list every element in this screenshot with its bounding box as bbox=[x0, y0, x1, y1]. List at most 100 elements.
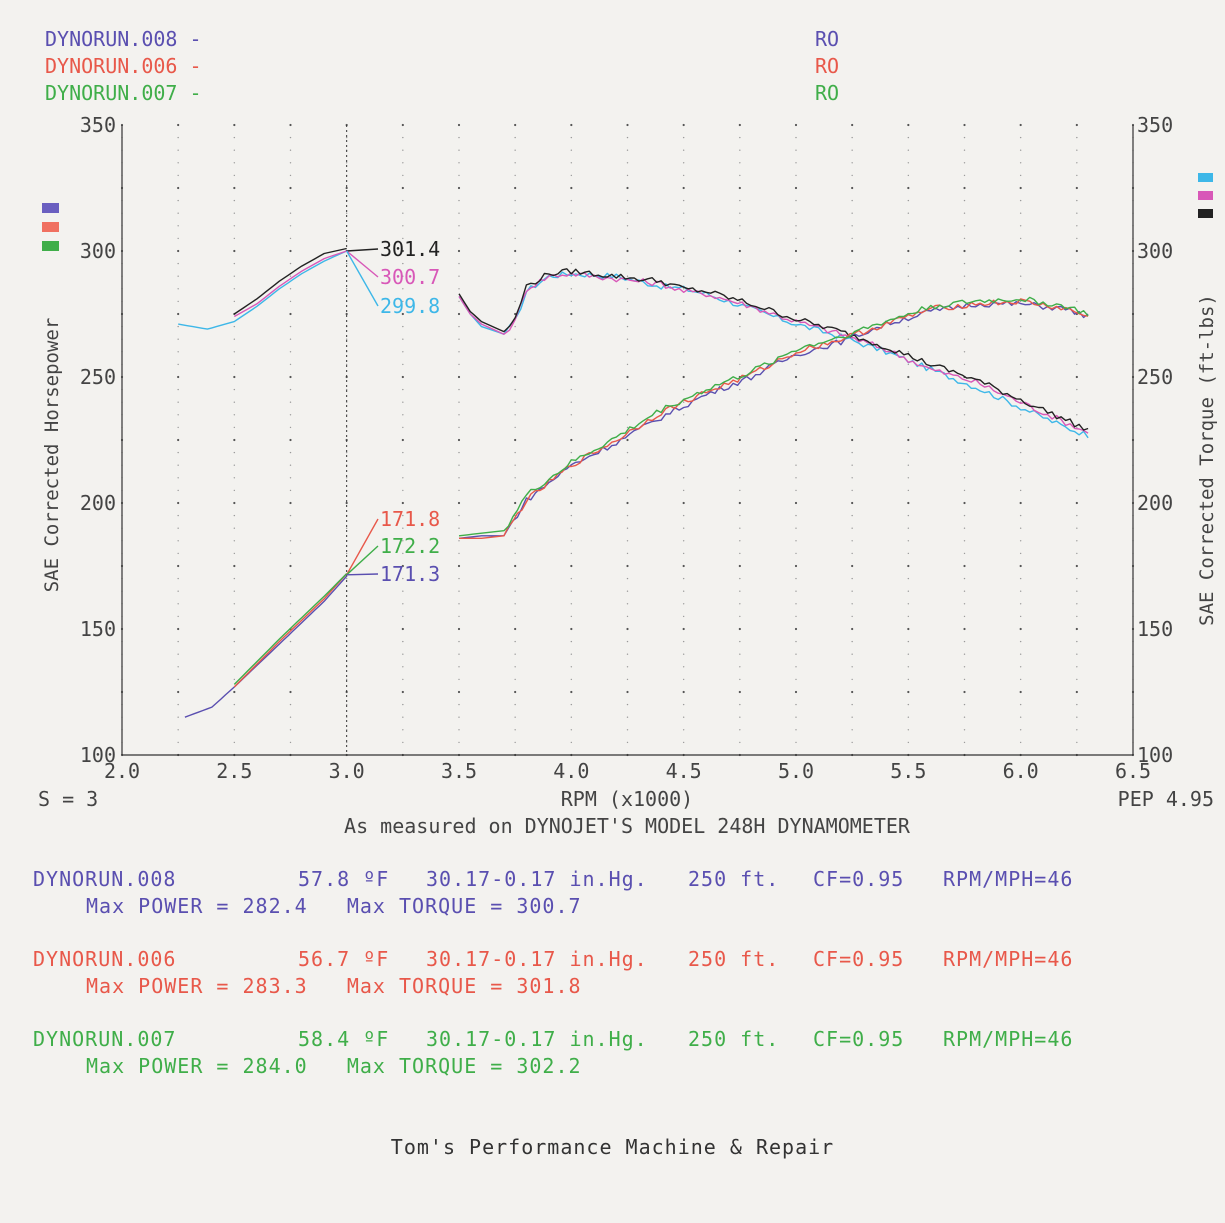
grid-dot bbox=[626, 174, 629, 177]
grid-dot bbox=[458, 300, 460, 303]
grid-dot bbox=[739, 325, 741, 328]
grid-dot bbox=[402, 212, 404, 214]
grid-dot bbox=[233, 186, 236, 190]
grid-dot bbox=[851, 451, 853, 454]
readout-leader bbox=[346, 518, 379, 576]
grid-dot bbox=[233, 225, 236, 227]
x-tick-label: 5.5 bbox=[890, 759, 926, 783]
grid-dot bbox=[177, 199, 179, 202]
legend-swatch-left bbox=[42, 241, 59, 251]
grid-dot bbox=[626, 627, 629, 631]
grid-dot bbox=[795, 590, 797, 592]
grid-dot bbox=[795, 603, 797, 605]
grid-dot bbox=[233, 603, 236, 605]
grid-dot bbox=[963, 627, 966, 631]
grid-dot bbox=[738, 438, 741, 442]
grid-dot bbox=[739, 464, 741, 466]
grid-dot bbox=[682, 615, 685, 618]
grid-dot bbox=[851, 388, 853, 391]
grid-dot bbox=[795, 464, 797, 466]
grid-dot bbox=[570, 678, 573, 681]
grid-dot bbox=[1076, 603, 1078, 605]
grid-dot bbox=[514, 414, 516, 416]
grid-dot bbox=[682, 716, 685, 718]
grid-dot bbox=[289, 527, 292, 529]
grid-dot bbox=[739, 552, 741, 555]
grid-dot bbox=[345, 162, 348, 164]
grid-dot bbox=[1019, 388, 1022, 391]
grid-dot bbox=[1019, 288, 1022, 290]
grid-dot bbox=[1019, 123, 1022, 127]
x-tick-label: 5.0 bbox=[778, 759, 814, 783]
grid-dot bbox=[1076, 414, 1078, 416]
grid-dot bbox=[514, 640, 516, 643]
readout-leader bbox=[346, 248, 379, 252]
grid-dot bbox=[682, 186, 685, 190]
grid-dot bbox=[289, 375, 292, 379]
grid-dot bbox=[570, 741, 573, 744]
grid-dot bbox=[963, 716, 966, 718]
grid-dot bbox=[514, 212, 516, 214]
legend-swatch-left bbox=[42, 203, 59, 213]
grid-dot bbox=[626, 514, 629, 517]
run-detail-field: 30.17-0.17 in.Hg. bbox=[426, 1027, 648, 1051]
grid-dot bbox=[794, 690, 798, 694]
y-tick-label-right: 350 bbox=[1137, 113, 1173, 137]
grid-dot bbox=[739, 414, 741, 416]
grid-dot bbox=[682, 162, 685, 164]
grid-dot bbox=[289, 564, 292, 568]
grid-dot bbox=[233, 501, 236, 505]
grid-dot bbox=[851, 414, 853, 416]
grid-dot bbox=[514, 501, 517, 505]
grid-dot bbox=[1019, 351, 1022, 353]
grid-dot bbox=[177, 249, 180, 253]
legend-swatch-left bbox=[42, 222, 59, 232]
run-detail-field: CF=0.95 bbox=[813, 867, 905, 891]
grid-dot bbox=[795, 225, 797, 227]
grid-dot bbox=[1019, 464, 1022, 466]
grid-dot bbox=[907, 426, 910, 429]
grid-dot bbox=[289, 426, 292, 429]
x-tick-label: 6.0 bbox=[1003, 759, 1039, 783]
grid-dot bbox=[402, 325, 404, 328]
grid-dot bbox=[739, 300, 741, 303]
grid-dot bbox=[570, 199, 573, 202]
grid-dot bbox=[907, 136, 910, 139]
grid-dot bbox=[458, 464, 460, 466]
grid-dot bbox=[963, 729, 966, 731]
grid-dot bbox=[1019, 477, 1022, 479]
grid-dot bbox=[851, 464, 853, 466]
grid-dot bbox=[233, 375, 236, 379]
grid-dot bbox=[963, 540, 966, 542]
grid-dot bbox=[177, 212, 179, 214]
grid-dot bbox=[345, 577, 348, 580]
grid-dot bbox=[682, 351, 685, 353]
grid-dot bbox=[514, 527, 516, 529]
grid-dot bbox=[233, 716, 236, 718]
readout-leader bbox=[346, 250, 379, 307]
grid-dot bbox=[177, 363, 179, 366]
grid-dot bbox=[177, 149, 179, 151]
grid-dot bbox=[401, 501, 404, 505]
grid-dot bbox=[963, 388, 966, 391]
grid-dot bbox=[1076, 716, 1078, 718]
grid-dot bbox=[289, 501, 292, 505]
grid-dot bbox=[289, 615, 292, 618]
grid-dot bbox=[851, 729, 853, 731]
grid-dot bbox=[795, 136, 797, 139]
grid-dot bbox=[963, 678, 966, 681]
grid-dot bbox=[626, 640, 629, 643]
grid-dot bbox=[626, 338, 629, 340]
grid-dot bbox=[1019, 249, 1022, 253]
grid-dot bbox=[402, 225, 404, 227]
grid-dot bbox=[739, 288, 741, 290]
grid-dot bbox=[402, 275, 404, 277]
grid-dot bbox=[626, 123, 629, 127]
grid-dot bbox=[739, 514, 741, 517]
grid-dot bbox=[402, 237, 404, 240]
grid-dot bbox=[402, 678, 404, 681]
grid-dot bbox=[177, 312, 180, 316]
y-tick-label-right: 150 bbox=[1137, 617, 1173, 641]
grid-dot bbox=[402, 363, 404, 366]
grid-dot bbox=[177, 653, 179, 655]
